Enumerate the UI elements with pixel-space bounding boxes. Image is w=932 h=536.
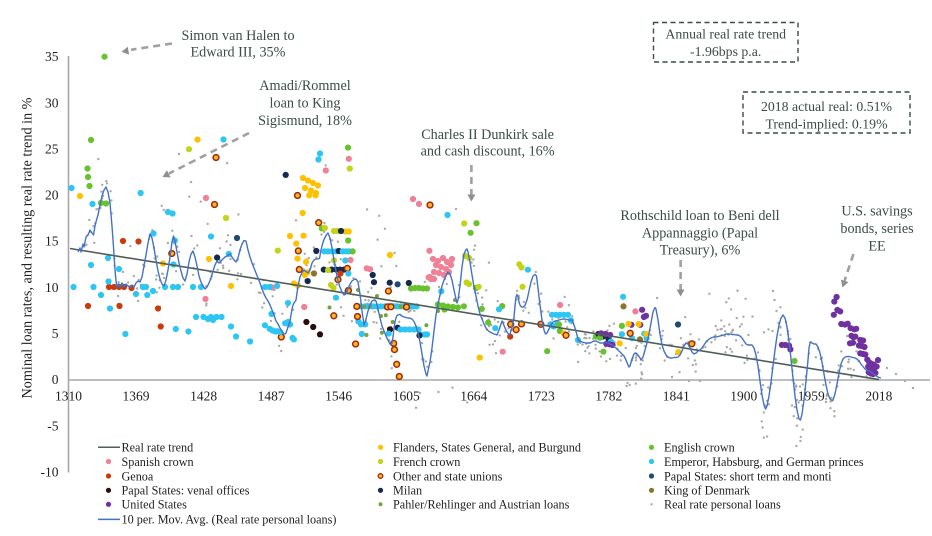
svg-text:20: 20: [45, 188, 59, 203]
svg-text:1310: 1310: [55, 389, 82, 404]
svg-text:-5: -5: [47, 418, 58, 433]
svg-text:EE: EE: [868, 239, 885, 255]
svg-text:Trend-implied: 0.19%: Trend-implied: 0.19%: [765, 117, 888, 132]
svg-text:35: 35: [45, 49, 59, 64]
svg-text:and cash discount, 16%: and cash discount, 16%: [421, 144, 555, 160]
svg-text:0: 0: [52, 372, 59, 387]
svg-text:1369: 1369: [123, 389, 150, 404]
svg-text:2018 actual real: 0.51%: 2018 actual real: 0.51%: [761, 99, 893, 114]
svg-text:2018: 2018: [865, 389, 892, 404]
svg-text:English crown: English crown: [664, 441, 735, 455]
svg-text:Milan: Milan: [393, 484, 422, 498]
svg-text:1487: 1487: [258, 389, 285, 404]
svg-text:25: 25: [45, 141, 59, 156]
svg-text:-1.96bps p.a.: -1.96bps p.a.: [690, 44, 761, 59]
svg-text:5: 5: [52, 326, 59, 341]
svg-text:King of Denmark: King of Denmark: [664, 484, 751, 498]
svg-text:-10: -10: [41, 465, 59, 480]
svg-text:1959: 1959: [798, 389, 825, 404]
svg-text:Sigismund, 18%: Sigismund, 18%: [258, 113, 352, 129]
svg-text:Other and state unions: Other and state unions: [393, 469, 503, 483]
svg-text:1428: 1428: [190, 389, 217, 404]
svg-text:French crown: French crown: [393, 455, 460, 469]
svg-text:1546: 1546: [325, 389, 352, 404]
svg-text:Treasury), 6%: Treasury), 6%: [660, 243, 741, 259]
svg-text:Real rate personal loans: Real rate personal loans: [664, 498, 781, 512]
svg-text:United States: United States: [122, 498, 188, 512]
svg-text:Annual real rate trend: Annual real rate trend: [665, 27, 786, 42]
svg-text:Flanders, States General, and: Flanders, States General, and Burgund: [393, 441, 581, 455]
svg-text:1782: 1782: [595, 389, 622, 404]
svg-text:Amadi/Rommel: Amadi/Rommel: [259, 78, 350, 94]
svg-text:Nominal loan rates, and result: Nominal loan rates, and resulting real r…: [20, 97, 36, 398]
svg-text:1605: 1605: [393, 389, 420, 404]
svg-text:Edward III, 35%: Edward III, 35%: [191, 45, 286, 61]
svg-text:Charles II Dunkirk sale: Charles II Dunkirk sale: [421, 127, 554, 143]
svg-text:bonds, series: bonds, series: [840, 221, 914, 237]
svg-text:10 per. Mov. Avg. (Real rate p: 10 per. Mov. Avg. (Real rate personal lo…: [122, 513, 337, 527]
svg-text:U.S. savings: U.S. savings: [841, 204, 913, 220]
svg-text:Papal States: short term and m: Papal States: short term and monti: [664, 469, 832, 483]
svg-text:1664: 1664: [460, 389, 487, 404]
svg-text:Rothschild loan to Beni dell: Rothschild loan to Beni dell: [620, 208, 779, 224]
svg-text:Genoa: Genoa: [122, 469, 154, 483]
svg-text:10: 10: [45, 280, 59, 295]
svg-text:Spanish crown: Spanish crown: [122, 455, 194, 469]
svg-text:Real rate trend: Real rate trend: [122, 441, 194, 455]
svg-text:1900: 1900: [730, 389, 757, 404]
svg-text:Pahler/Rehlinger and Austrian: Pahler/Rehlinger and Austrian loans: [393, 498, 570, 512]
svg-text:1723: 1723: [528, 389, 555, 404]
svg-text:Papal States: venal offices: Papal States: venal offices: [122, 484, 250, 498]
svg-text:1841: 1841: [663, 389, 690, 404]
svg-text:30: 30: [45, 95, 59, 110]
svg-text:15: 15: [45, 234, 59, 249]
svg-text:Simon van Halen to: Simon van Halen to: [181, 28, 294, 44]
svg-text:Appannaggio (Papal: Appannaggio (Papal: [642, 226, 758, 242]
svg-text:Emperor, Habsburg, and German: Emperor, Habsburg, and German princes: [664, 455, 864, 469]
svg-text:loan to King: loan to King: [270, 96, 341, 112]
